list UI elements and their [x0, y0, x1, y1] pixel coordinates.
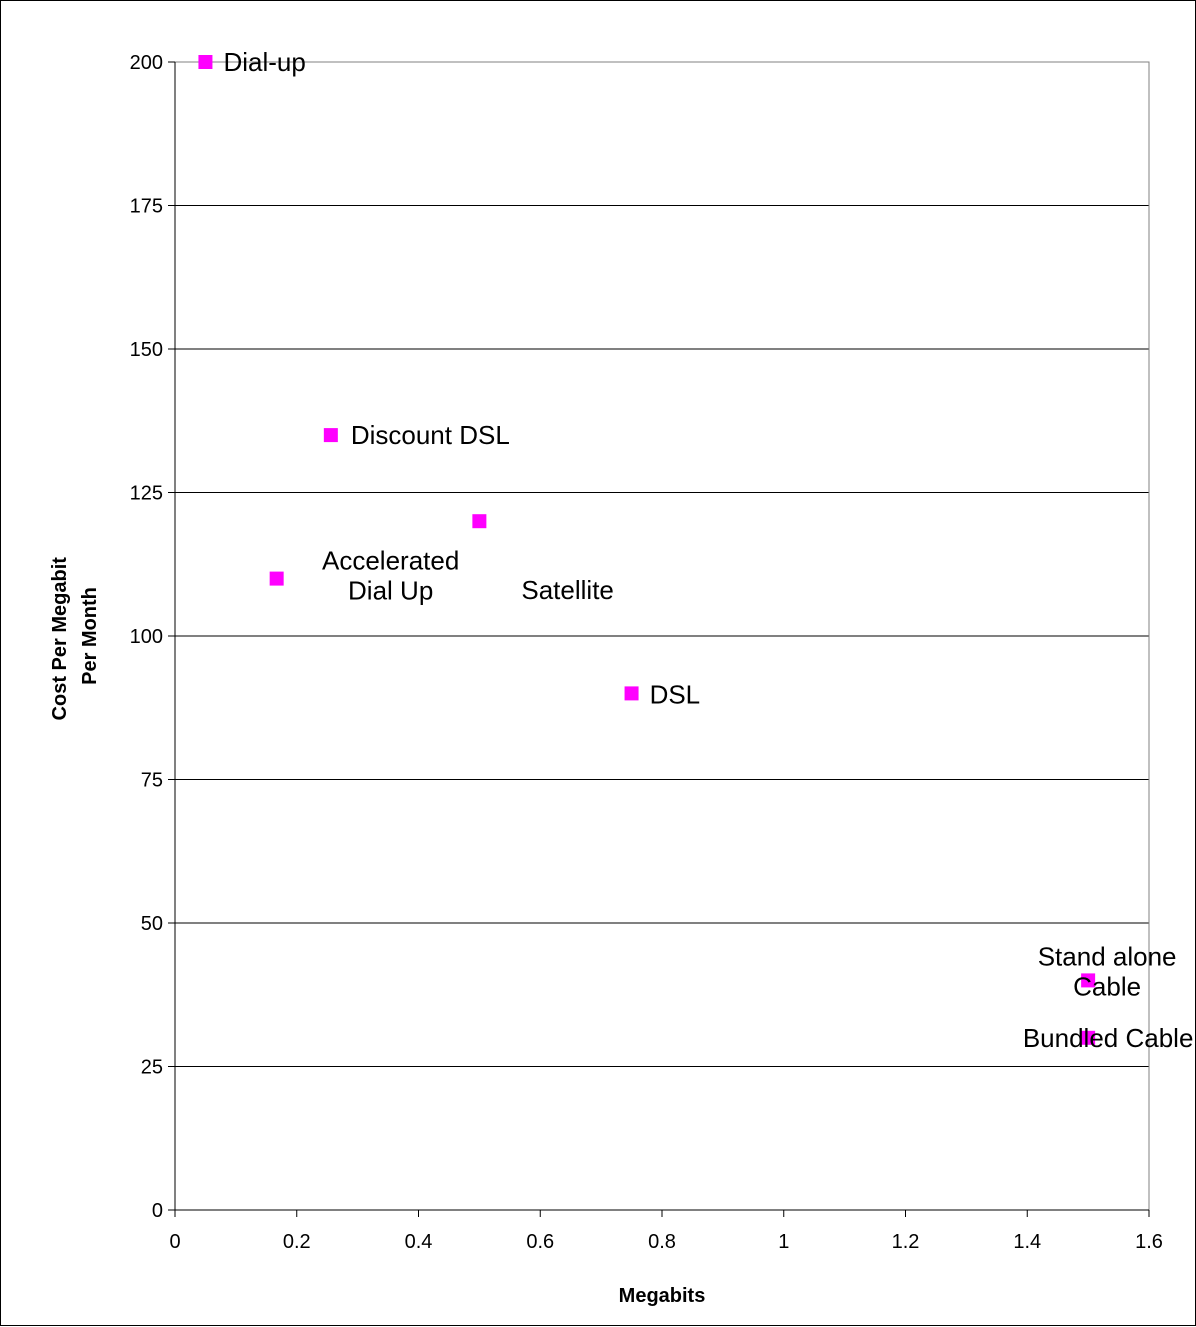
y-tick-label: 200: [130, 52, 163, 74]
x-tick-label: 0.6: [526, 1231, 554, 1253]
data-label: Satellite: [521, 575, 614, 605]
data-point: [198, 55, 213, 69]
y-tick-label: 150: [130, 339, 163, 361]
y-tick-label: 75: [141, 770, 163, 792]
y-tick-label: 175: [130, 196, 163, 218]
y-tick-label: 0: [152, 1200, 163, 1222]
data-point: [269, 571, 284, 586]
data-label-line: Satellite: [521, 575, 614, 605]
data-label-line: Bundled Cable: [1023, 1023, 1194, 1053]
data-label: Accelerated Dial Up: [322, 546, 459, 606]
data-label-line: DSL: [650, 679, 701, 709]
data-label-line: Dial Up: [348, 576, 433, 606]
tick-labels: 0 25 50 75 100 125 150 175 200 0 0.2 0.4 0.6 0.8 1 1.2 1…: [130, 52, 1163, 1253]
y-axis-title: Cost Per Megabit Per Month: [49, 552, 101, 721]
y-tick-label: 125: [130, 483, 163, 505]
x-tick-label: 0.8: [648, 1231, 676, 1253]
y-tick-label: 50: [141, 913, 163, 935]
x-axis-title: Megabits: [619, 1285, 706, 1307]
x-tick-label: 0.4: [405, 1231, 433, 1253]
x-tick-label: 0.2: [283, 1231, 311, 1253]
gridlines: [175, 61, 1149, 1067]
data-label: Bundled Cable: [1023, 1023, 1194, 1053]
data-label-line: Cable: [1073, 971, 1141, 1001]
axes: [168, 61, 1150, 1217]
data-point: [624, 686, 639, 701]
data-label: DSL: [650, 679, 701, 709]
data-point: [1081, 1030, 1096, 1045]
x-tick-label: 1.6: [1135, 1231, 1163, 1253]
x-tick-label: 1.4: [1013, 1231, 1041, 1253]
data-point: [472, 514, 487, 529]
data-label: Discount DSL: [351, 420, 510, 450]
data-label: Stand alone Cable: [1038, 941, 1177, 1001]
data-label-line: Discount DSL: [351, 420, 510, 450]
data-point: [1081, 973, 1096, 988]
y-axis-title-line-2: Per Month: [79, 587, 101, 685]
y-tick-label: 25: [141, 1057, 163, 1079]
data-label-line: Stand alone: [1038, 941, 1177, 971]
data-point: [323, 428, 338, 443]
y-tick-label: 100: [130, 626, 163, 648]
x-tick-label: 0: [169, 1231, 180, 1253]
data-label-line: Accelerated: [322, 546, 459, 576]
y-axis-title-line-1: Cost Per Megabit: [49, 557, 71, 721]
data-points: [198, 55, 1096, 1045]
x-tick-label: 1: [778, 1231, 789, 1253]
data-label-line: Dial-up: [223, 47, 305, 77]
x-tick-label: 1.2: [892, 1231, 920, 1253]
data-label: Dial-up: [223, 47, 305, 77]
